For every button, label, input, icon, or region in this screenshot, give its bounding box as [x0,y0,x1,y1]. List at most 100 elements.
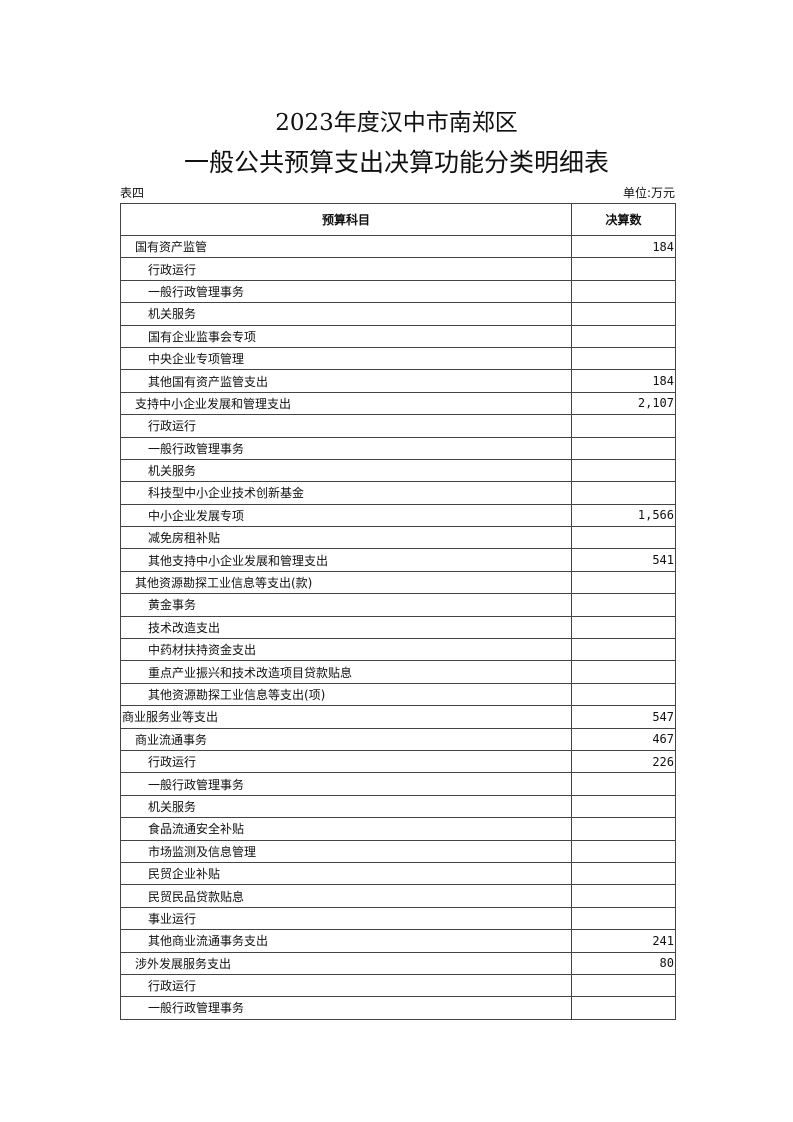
row-amount: 226 [571,749,676,774]
table-row: 减免房租补贴 [120,526,676,550]
row-amount: 2,107 [571,391,676,416]
row-item-name: 民贸企业补贴 [120,861,572,886]
row-item-name: 市场监测及信息管理 [120,839,572,863]
table-row: 科技型中小企业技术创新基金 [120,481,676,505]
row-item-name: 减免房租补贴 [120,526,572,550]
table-row: 技术改造支出 [120,615,676,640]
row-item-name: 其他国有资产监管支出 [120,369,572,393]
row-item-name: 一般行政管理事务 [120,436,572,460]
row-item-name: 一般行政管理事务 [120,279,572,304]
row-amount [571,257,676,281]
row-item-name: 科技型中小企业技术创新基金 [120,481,572,505]
row-item-name: 商业服务业等支出 [120,705,572,729]
row-amount [571,279,676,304]
table-row: 商业流通事务 467 [120,727,676,751]
row-item-name: 国有资产监管 [120,234,572,259]
table-row: 其他国有资产监管支出 184 [120,369,676,393]
table-row: 行政运行 [120,257,676,281]
row-item-name: 技术改造支出 [120,615,572,640]
row-amount [571,638,676,662]
title-line-1: 2023年度汉中市南郑区 [275,110,518,136]
table-row: 机关服务 [120,302,676,326]
table-row: 黄金事务 [120,593,676,617]
row-amount [571,302,676,326]
unit-label: 单位:万元 [622,186,675,200]
row-item-name: 中小企业发展专项 [120,503,572,528]
table-row: 一般行政管理事务 [120,279,676,304]
header-item: 预算科目 [120,203,572,236]
row-amount: 1,566 [571,503,676,528]
row-item-name: 其他资源勘探工业信息等支出(款) [120,570,572,595]
row-amount [571,570,676,595]
table-row: 一般行政管理事务 [120,996,676,1020]
row-item-name: 重点产业振兴和技术改造项目贷款贴息 [120,660,572,684]
row-item-name: 支持中小企业发展和管理支出 [120,391,572,416]
row-item-name: 民贸民品贷款贴息 [120,884,572,908]
row-item-name: 其他商业流通事务支出 [120,929,572,953]
row-amount [571,615,676,640]
row-amount [571,973,676,998]
row-amount [571,414,676,438]
row-amount [571,839,676,863]
row-amount [571,526,676,550]
row-item-name: 黄金事务 [120,593,572,617]
row-amount [571,794,676,819]
table-row: 民贸民品贷款贴息 [120,884,676,908]
row-item-name: 机关服务 [120,458,572,483]
title-line-2: 一般公共预算支出决算功能分类明细表 [183,148,609,177]
row-amount: 184 [571,369,676,393]
row-item-name: 商业流通事务 [120,727,572,751]
row-item-name: 行政运行 [120,749,572,774]
row-item-name: 其他支持中小企业发展和管理支出 [120,548,572,572]
table-row: 行政运行 226 [120,749,676,774]
table-row: 其他支持中小企业发展和管理支出 541 [120,548,676,572]
row-amount: 541 [571,548,676,572]
row-amount: 241 [571,929,676,953]
row-item-name: 行政运行 [120,257,572,281]
row-amount: 80 [571,951,676,975]
table-row: 中央企业专项管理 [120,346,676,371]
budget-table: 预算科目 决算数 国有资产监管 184 行政运行 一般行政管理事务 机关服务 国有企业监事… [120,203,676,1020]
table-row: 事业运行 [120,906,676,931]
row-amount [571,817,676,841]
table-row: 其他资源勘探工业信息等支出(款) [120,570,676,595]
row-amount [571,884,676,908]
table-row: 一般行政管理事务 [120,436,676,460]
row-amount [571,481,676,505]
table-row: 商业服务业等支出 547 [120,705,676,729]
row-item-name: 一般行政管理事务 [120,996,572,1020]
table-header: 预算科目 决算数 [120,203,676,236]
row-amount [571,861,676,886]
row-item-name: 一般行政管理事务 [120,772,572,796]
row-amount [571,593,676,617]
table-label: 表四 [120,186,145,200]
row-item-name: 中药材扶持资金支出 [120,638,572,662]
row-amount [571,436,676,460]
row-item-name: 行政运行 [120,973,572,998]
row-item-name: 中央企业专项管理 [120,346,572,371]
table-row: 市场监测及信息管理 [120,839,676,863]
row-item-name: 行政运行 [120,414,572,438]
row-amount: 184 [571,234,676,259]
table-row: 涉外发展服务支出 80 [120,951,676,975]
table-row: 国有企业监事会专项 [120,324,676,348]
row-item-name: 涉外发展服务支出 [120,951,572,975]
row-amount [571,660,676,684]
row-amount: 467 [571,727,676,751]
table-row: 中小企业发展专项 1,566 [120,503,676,528]
table-row: 行政运行 [120,973,676,998]
row-item-name: 机关服务 [120,302,572,326]
row-amount [571,324,676,348]
table-row: 民贸企业补贴 [120,861,676,886]
table-row: 其他资源勘探工业信息等支出(项) [120,682,676,707]
table-row: 一般行政管理事务 [120,772,676,796]
row-amount [571,906,676,931]
table-row: 机关服务 [120,458,676,483]
table-row: 行政运行 [120,414,676,438]
row-item-name: 事业运行 [120,906,572,931]
row-amount [571,682,676,707]
table-row: 食品流通安全补贴 [120,817,676,841]
table-row: 重点产业振兴和技术改造项目贷款贴息 [120,660,676,684]
row-item-name: 其他资源勘探工业信息等支出(项) [120,682,572,707]
table-row: 支持中小企业发展和管理支出 2,107 [120,391,676,416]
